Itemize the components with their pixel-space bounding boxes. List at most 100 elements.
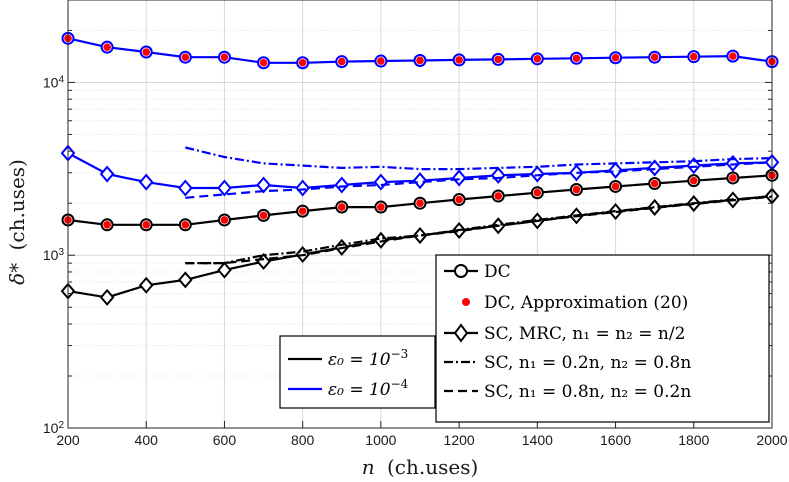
legend-circle-marker xyxy=(454,264,468,278)
data-point-approx xyxy=(689,176,698,185)
series-approx-points-dot xyxy=(64,171,776,229)
plot-frame xyxy=(67,0,773,429)
legend-label-dc: DC xyxy=(484,262,511,282)
data-point-approx xyxy=(181,220,190,229)
legend-label-sc-08: SC, n₁ = 0.8n, n₂ = 0.2n xyxy=(484,382,691,402)
data-point-diamond xyxy=(373,231,389,249)
data-point-diamond xyxy=(256,176,271,194)
legend-epsilon-label: ε₀ = 10−4 xyxy=(328,377,409,400)
data-point-approx xyxy=(729,174,737,182)
data-point-approx xyxy=(103,43,111,51)
data-point-approx xyxy=(650,179,659,188)
y-axis-label-var: δ* xyxy=(5,263,29,285)
legend-epsilon-exp: −4 xyxy=(391,377,409,391)
y-axis-label-unit: (ch.uses) xyxy=(5,159,29,250)
data-point-diamond xyxy=(295,179,310,197)
data-point-approx xyxy=(533,188,542,197)
x-tick-label: 600 xyxy=(213,432,237,448)
data-point-diamond xyxy=(178,271,193,289)
data-point-approx xyxy=(650,53,659,61)
legend-epsilon-var: ε₀ = 10 xyxy=(328,350,391,370)
data-point-approx xyxy=(572,54,581,63)
legend-epsilon-box xyxy=(279,335,436,409)
data-point-diamond xyxy=(99,165,115,183)
data-point-approx xyxy=(337,57,346,66)
series-eps3-solid-circle xyxy=(61,168,779,232)
series-eps4-dashdot-none xyxy=(185,146,773,171)
x-tick-label: 2000 xyxy=(756,432,787,448)
ticks: 200 400 600 800 1000 1200 1400 1600 1800 2000 102 1… xyxy=(43,0,788,448)
data-point-approx xyxy=(416,56,424,65)
data-point-approx xyxy=(494,55,503,64)
legend-label-sc-02: SC, n₁ = 0.2n, n₂ = 0.8n xyxy=(484,353,691,373)
legend-label-sc-mrc: SC, MRC, n₁ = n₂ = n/2 xyxy=(484,324,685,344)
data-point-diamond xyxy=(412,226,428,245)
data-point-approx xyxy=(259,58,268,67)
legend-epsilon-exp: −3 xyxy=(391,347,409,361)
data-point-diamond xyxy=(217,179,232,197)
x-tick-label: 200 xyxy=(56,432,80,448)
series-layer xyxy=(60,31,780,306)
series-approx-points-dot xyxy=(64,34,776,67)
data-point-approx xyxy=(455,195,463,204)
series-line xyxy=(185,161,773,199)
data-point-diamond xyxy=(373,173,389,191)
legend-methods-box xyxy=(435,254,770,423)
data-point-diamond xyxy=(647,159,662,177)
series-line xyxy=(185,146,773,171)
x-axis-label-unit: (ch.uses) xyxy=(387,455,478,479)
x-tick-label: 1800 xyxy=(678,432,709,448)
x-tick-label: 1400 xyxy=(522,432,553,448)
legend-epsilon-label: ε₀ = 10−3 xyxy=(328,347,408,370)
data-point-approx xyxy=(611,53,620,62)
data-point-diamond xyxy=(99,288,115,306)
x-tick-label: 1000 xyxy=(365,432,396,448)
series-eps3-dashdot-none xyxy=(185,195,773,265)
data-point-diamond xyxy=(451,169,467,187)
x-tick-label: 1600 xyxy=(600,432,631,448)
data-point-approx xyxy=(572,185,581,194)
data-point-approx xyxy=(298,207,307,215)
series-eps4-solid-diamond xyxy=(60,144,780,197)
data-point-approx xyxy=(377,203,385,211)
y-tick-label: 104 xyxy=(43,74,65,91)
data-point-approx xyxy=(220,216,229,224)
data-point-approx xyxy=(494,192,503,200)
y-axis-label: δ* (ch.uses) xyxy=(5,159,29,285)
data-point-diamond xyxy=(412,172,428,190)
x-axis-label-var: n xyxy=(362,455,375,479)
legend-diamond-marker xyxy=(453,323,469,343)
data-point-approx xyxy=(416,199,424,208)
data-point-approx xyxy=(103,220,111,229)
data-point-diamond xyxy=(608,161,623,179)
series-eps3-dashed-none xyxy=(185,195,773,265)
series-line xyxy=(185,195,773,265)
data-point-approx xyxy=(377,57,385,65)
data-point-approx xyxy=(181,53,190,61)
data-point-approx xyxy=(533,55,542,63)
x-tick-label: 400 xyxy=(135,432,159,448)
data-point-approx xyxy=(455,56,463,64)
x-axis-label: n (ch.uses) xyxy=(362,455,479,479)
data-point-diamond xyxy=(138,173,154,191)
data-point-approx xyxy=(337,203,346,211)
data-point-approx xyxy=(142,220,151,229)
y-tick-label: 103 xyxy=(43,247,65,264)
data-point-approx xyxy=(729,52,737,60)
data-point-diamond xyxy=(490,166,506,184)
x-tick-label: 800 xyxy=(291,432,315,448)
data-point-approx xyxy=(259,211,268,220)
data-point-diamond xyxy=(530,165,545,183)
x-tick-label: 1200 xyxy=(444,432,475,448)
data-point-approx xyxy=(142,48,151,56)
legend-epsilon: ε₀ = 10−3 ε₀ = 10−4 xyxy=(279,335,436,409)
data-point-approx xyxy=(220,53,229,61)
legend-dot-marker xyxy=(462,298,470,306)
legend-label-approx: DC, Approximation (20) xyxy=(484,293,688,313)
data-point-approx xyxy=(298,58,307,67)
y-tick-label: 102 xyxy=(43,420,65,437)
series-eps4-dashed-none xyxy=(185,161,773,199)
data-point-diamond xyxy=(334,176,350,194)
data-point-approx xyxy=(611,182,620,191)
